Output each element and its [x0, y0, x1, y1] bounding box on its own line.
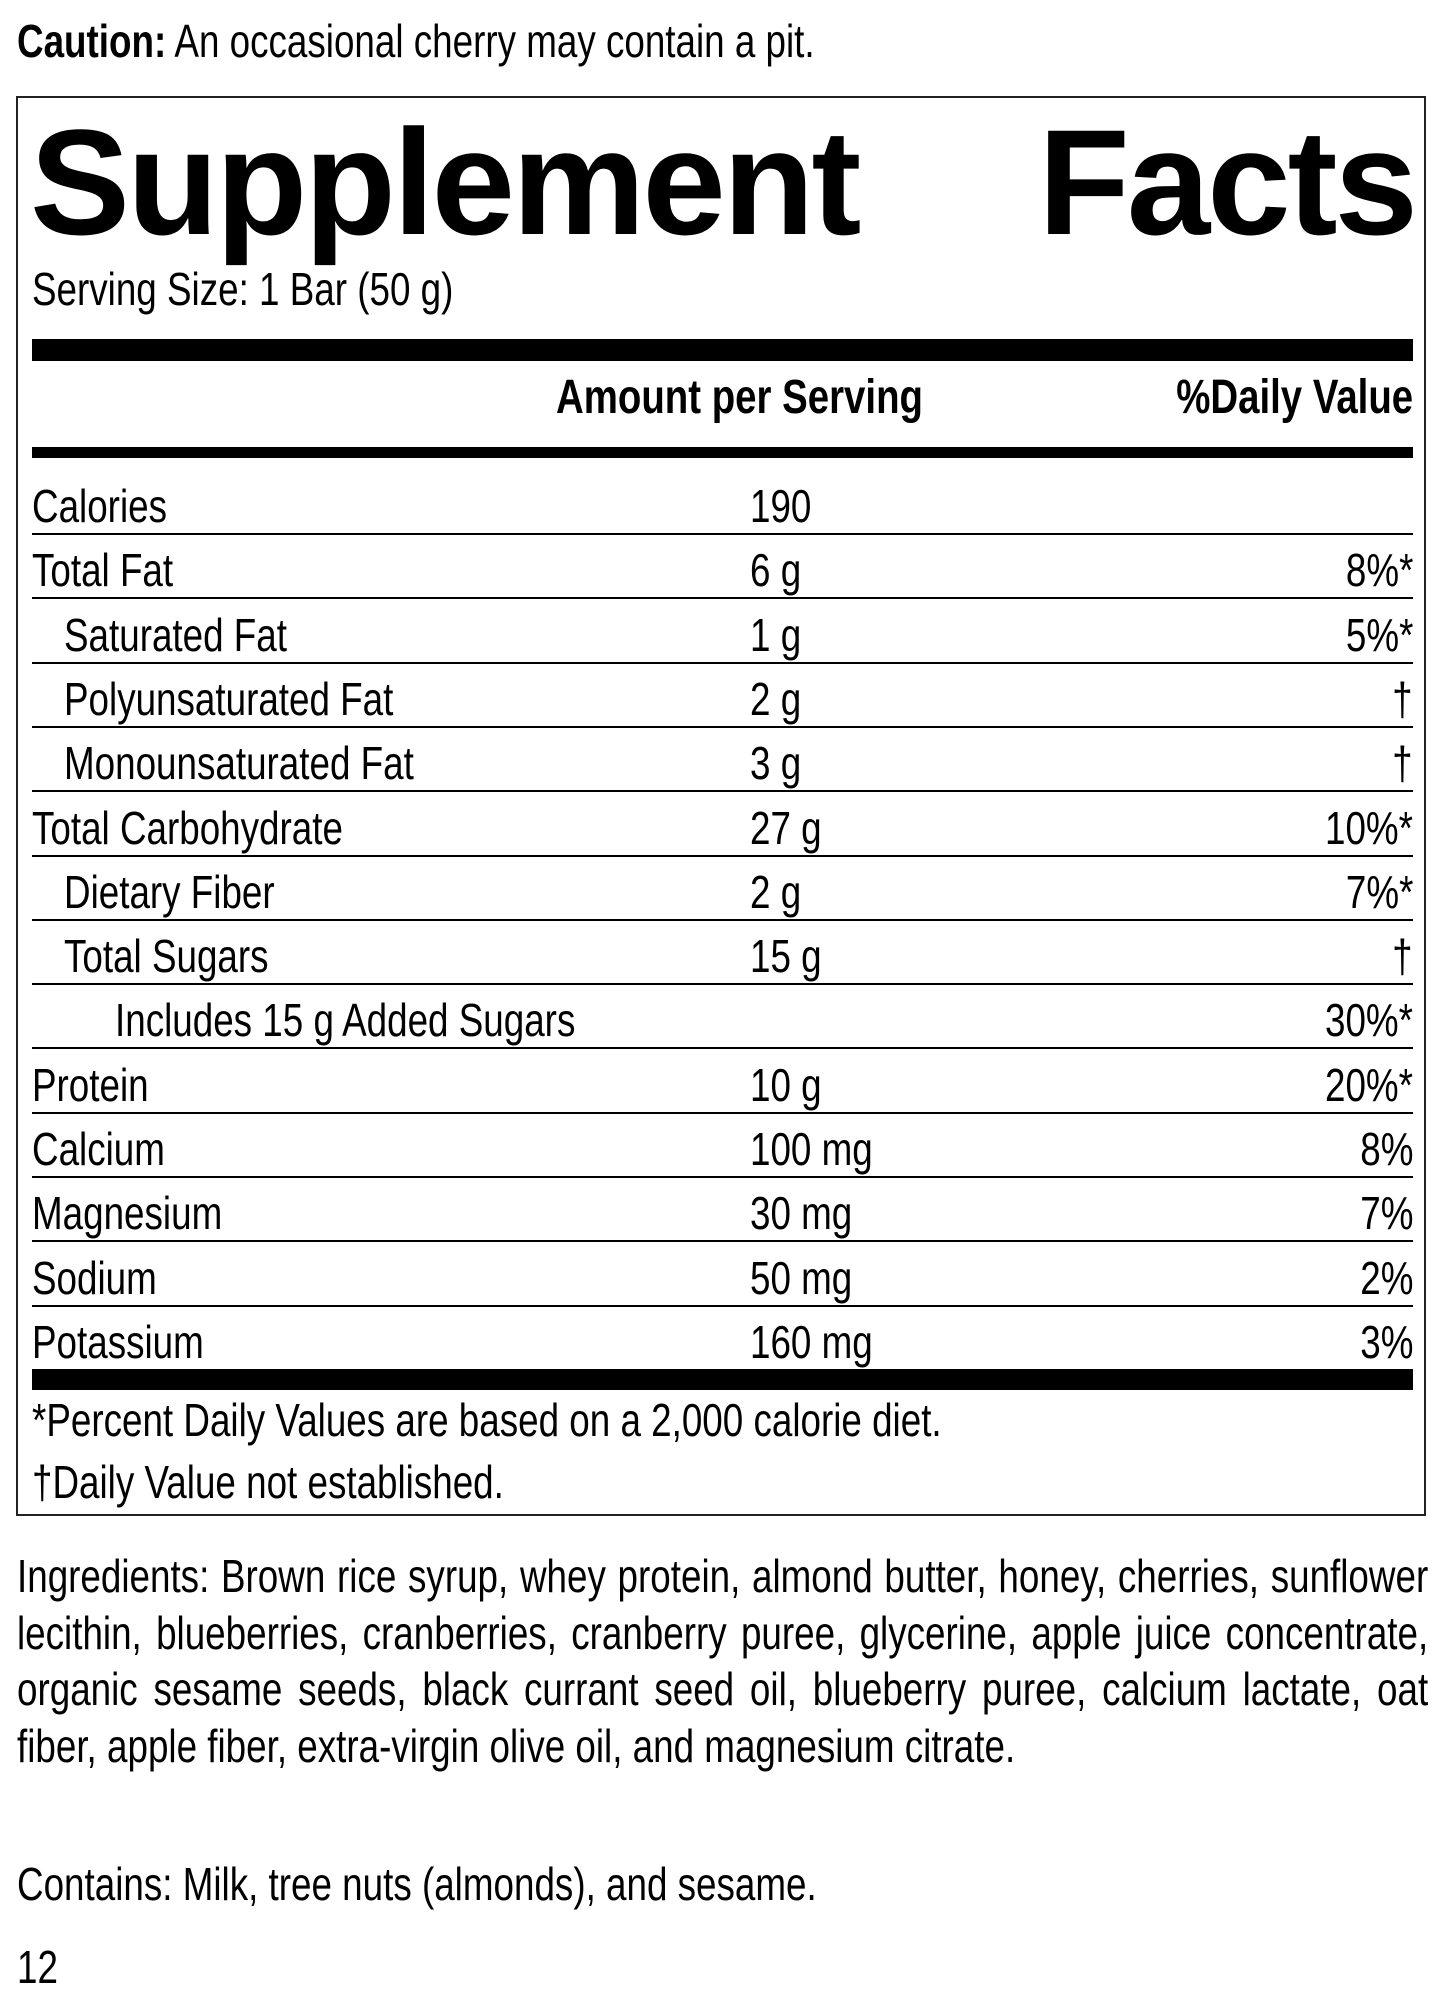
row-divider [32, 725, 1413, 728]
footnote-dagger: †Daily Value not established. [32, 1456, 504, 1508]
nutrient-row: Total Carbohydrate 27 g 10%* [32, 793, 1413, 857]
footnote-percent-daily-values: *Percent Daily Values are based on a 2,0… [32, 1394, 942, 1446]
serving-size: Serving Size: 1 Bar (50 g) [32, 263, 454, 315]
nutrient-amount: 160 mg [750, 1315, 873, 1368]
row-divider [32, 1047, 1413, 1050]
nutrient-name: Total Sugars [64, 930, 269, 983]
row-divider [32, 597, 1413, 600]
row-divider [32, 854, 1413, 857]
nutrient-row: Protein 10 g 20%* [32, 1050, 1413, 1114]
nutrient-daily-value: 8% [1359, 1123, 1413, 1175]
nutrient-name: Calories [32, 480, 167, 532]
nutrient-name: Dietary Fiber [64, 865, 275, 918]
nutrient-row: Magnesium 30 mg 7% [32, 1178, 1413, 1243]
header-amount-per-serving: Amount per Serving [556, 371, 923, 424]
nutrient-amount: 3 g [750, 737, 802, 790]
row-divider [32, 983, 1413, 986]
row-divider [32, 661, 1413, 664]
nutrient-daily-value: 8%* [1345, 544, 1413, 597]
nutrient-daily-value: 7% [1359, 1187, 1413, 1240]
thick-divider-top [32, 339, 1413, 361]
nutrient-daily-value: † [1392, 930, 1413, 983]
panel-title: Supplement Facts [30, 92, 1418, 272]
nutrient-name: Saturated Fat [64, 608, 287, 661]
caution-text: An occasional cherry may contain a pit. [166, 15, 815, 67]
nutrient-amount: 100 mg [750, 1123, 873, 1175]
nutrient-row: Calcium 100 mg 8% [32, 1114, 1413, 1178]
header-daily-value: %Daily Value [1176, 371, 1413, 424]
row-divider [32, 918, 1413, 921]
nutrient-name: Sodium [32, 1251, 157, 1304]
nutrient-row: Polyunsaturated Fat 2 g † [32, 664, 1413, 728]
nutrient-row: Includes 15 g Added Sugars 30%* [32, 985, 1413, 1050]
nutrient-amount: 6 g [750, 544, 802, 597]
thick-divider-bottom [32, 1369, 1413, 1390]
nutrient-row: Dietary Fiber 2 g 7%* [32, 857, 1413, 921]
nutrient-daily-value: 3% [1359, 1315, 1413, 1368]
nutrient-name: Potassium [32, 1315, 204, 1368]
supplement-facts-panel [16, 96, 1426, 1516]
allergen-statement: Contains: Milk, tree nuts (almonds), and… [17, 1858, 817, 1910]
row-divider [32, 790, 1413, 793]
nutrient-row: Potassium 160 mg 3% [32, 1307, 1413, 1371]
row-divider [32, 1304, 1413, 1307]
nutrient-amount: 10 g [750, 1058, 822, 1111]
nutrient-daily-value: 5%* [1345, 608, 1413, 661]
nutrient-amount: 2 g [750, 865, 802, 918]
nutrient-row: Calories 190 [32, 471, 1413, 535]
page-number: 12 [17, 1941, 58, 1993]
nutrient-row: Saturated Fat 1 g 5%* [32, 600, 1413, 664]
nutrient-daily-value: † [1392, 672, 1413, 725]
nutrient-row: Total Sugars 15 g † [32, 921, 1413, 986]
nutrient-name: Total Carbohydrate [32, 801, 343, 854]
caution-label: Caution: [17, 15, 167, 67]
nutrient-amount: 190 [750, 480, 812, 532]
nutrient-name: Monounsaturated Fat [64, 737, 414, 790]
nutrient-name: Magnesium [32, 1187, 223, 1240]
nutrient-amount: 2 g [750, 672, 802, 725]
nutrient-amount: 27 g [750, 801, 822, 854]
nutrient-name: Calcium [32, 1123, 165, 1175]
nutrient-daily-value: 7%* [1345, 865, 1413, 918]
nutrient-row: Sodium 50 mg 2% [32, 1243, 1413, 1307]
nutrient-name: Total Fat [32, 544, 174, 597]
row-divider [32, 533, 1413, 535]
ingredients-text: Ingredients: Brown rice syrup, whey prot… [17, 1550, 1429, 1772]
row-divider [32, 1111, 1413, 1114]
nutrient-daily-value: 20%* [1325, 1058, 1413, 1111]
title-word-supplement: Supplement [30, 98, 861, 266]
nutrient-amount: 30 mg [750, 1187, 853, 1240]
nutrient-daily-value: 2% [1359, 1251, 1413, 1304]
row-divider [32, 1176, 1413, 1178]
row-divider [32, 1240, 1413, 1243]
nutrient-name: Includes 15 g Added Sugars [115, 994, 576, 1047]
nutrient-name: Protein [32, 1058, 149, 1111]
nutrient-row: Total Fat 6 g 8%* [32, 535, 1413, 600]
nutrient-amount: 1 g [750, 608, 802, 661]
nutrient-amount: 50 mg [750, 1251, 853, 1304]
nutrient-daily-value: † [1392, 737, 1413, 790]
nutrient-daily-value: 30%* [1325, 994, 1413, 1047]
divider-header [32, 447, 1413, 458]
nutrient-amount: 15 g [750, 930, 822, 983]
title-word-facts: Facts [1038, 98, 1418, 266]
caution-statement: Caution: An occasional cherry may contai… [17, 14, 815, 68]
nutrient-daily-value: 10%* [1325, 801, 1413, 854]
nutrient-name: Polyunsaturated Fat [64, 672, 394, 725]
nutrient-row: Monounsaturated Fat 3 g † [32, 728, 1413, 793]
